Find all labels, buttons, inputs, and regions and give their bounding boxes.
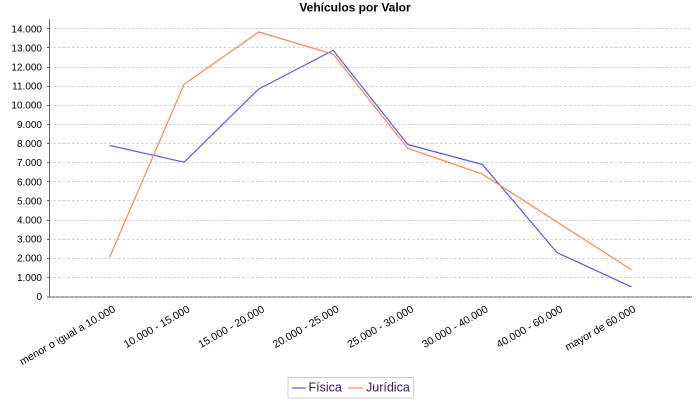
- svg-text:Vehículos por Valor: Vehículos por Valor: [299, 1, 411, 15]
- svg-text:14.000: 14.000: [11, 24, 42, 35]
- svg-text:5.000: 5.000: [17, 196, 42, 207]
- svg-text:11.000: 11.000: [12, 82, 42, 93]
- svg-text:4.000: 4.000: [17, 216, 42, 227]
- svg-text:0: 0: [36, 292, 42, 303]
- svg-text:6.000: 6.000: [17, 177, 42, 188]
- svg-text:7.000: 7.000: [17, 158, 42, 169]
- svg-text:Jurídica: Jurídica: [366, 380, 410, 394]
- svg-text:10.000: 10.000: [11, 101, 42, 112]
- svg-text:13.000: 13.000: [11, 43, 42, 54]
- svg-text:Física: Física: [309, 380, 342, 394]
- svg-text:3.000: 3.000: [17, 235, 42, 246]
- svg-text:1.000: 1.000: [17, 273, 42, 284]
- svg-text:12.000: 12.000: [11, 63, 42, 74]
- svg-text:9.000: 9.000: [17, 120, 42, 131]
- svg-text:8.000: 8.000: [17, 139, 42, 150]
- svg-text:2.000: 2.000: [17, 254, 42, 265]
